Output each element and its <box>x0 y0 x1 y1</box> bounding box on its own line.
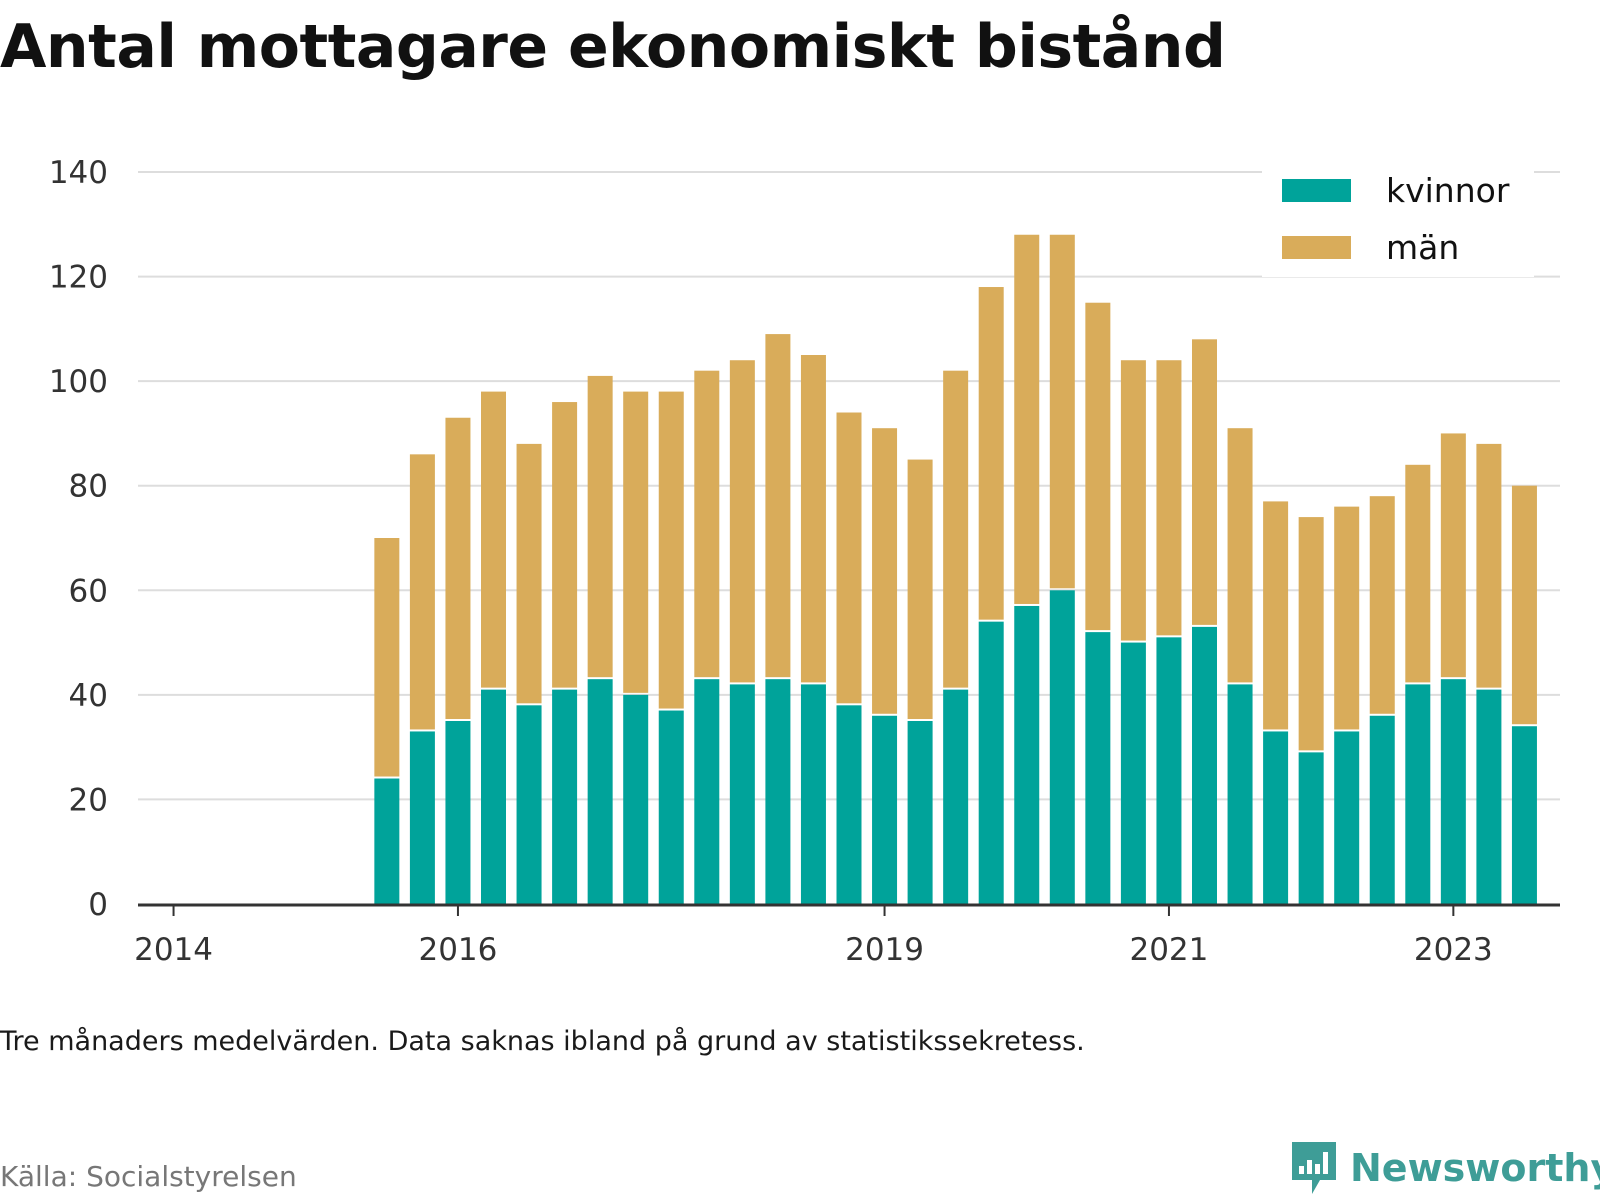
bar-man <box>694 370 720 678</box>
x-axis <box>138 903 1560 916</box>
bar-man <box>1192 339 1217 625</box>
bar-kvinnor <box>800 684 826 904</box>
y-tick-label: 0 <box>88 887 108 923</box>
bar-kvinnor <box>1298 752 1324 904</box>
legend-swatch-man <box>1282 236 1351 259</box>
bar-man <box>729 360 755 683</box>
bar-man <box>1156 360 1182 636</box>
y-tick-label: 60 <box>69 573 108 609</box>
bar-kvinnor <box>1227 684 1253 904</box>
bar-man <box>1120 360 1146 641</box>
bar-kvinnor <box>943 689 969 904</box>
bar-kvinnor <box>374 778 400 904</box>
x-tick-label: 2019 <box>845 932 924 968</box>
bar-man <box>836 412 862 704</box>
bar-man <box>623 391 649 693</box>
bar-man <box>1334 506 1360 730</box>
x-tick-label: 2016 <box>418 932 497 968</box>
bar-kvinnor <box>872 715 898 904</box>
bar-kvinnor <box>1405 684 1431 904</box>
bar-man <box>800 355 826 683</box>
bar-kvinnor <box>552 689 578 904</box>
bar-kvinnor <box>658 710 684 904</box>
bar-man <box>1511 485 1537 725</box>
y-tick-label: 100 <box>49 364 108 400</box>
bar-kvinnor <box>1049 590 1075 904</box>
bar-man <box>516 443 542 704</box>
x-tick-label: 2014 <box>134 932 213 968</box>
bar-man <box>765 334 791 678</box>
y-tick-label: 120 <box>49 260 108 296</box>
bar-man <box>1263 501 1289 730</box>
bar-kvinnor <box>1014 605 1040 904</box>
y-axis-labels: 0 20 40 60 80 100 120 140 <box>49 155 108 923</box>
bar-kvinnor <box>1156 637 1182 904</box>
newsworthy-logo-icon <box>1292 1142 1336 1194</box>
bar-kvinnor <box>1192 626 1217 904</box>
y-tick-label: 20 <box>69 782 108 818</box>
bars <box>374 234 1537 904</box>
bar-man <box>907 459 933 719</box>
bar-kvinnor <box>978 621 1004 904</box>
bar-man <box>1085 302 1111 631</box>
chart-note: Tre månaders medelvärden. Data saknas ib… <box>0 1026 1085 1057</box>
bar-man <box>1298 517 1324 751</box>
y-tick-label: 140 <box>49 155 108 191</box>
bar-kvinnor <box>409 731 435 904</box>
bar-man <box>1405 464 1431 683</box>
source-text: Källa: Socialstyrelsen <box>0 1160 297 1193</box>
legend: kvinnor män <box>1262 163 1534 277</box>
bar-man <box>1440 433 1466 678</box>
bar-man <box>1476 443 1502 688</box>
bar-kvinnor <box>1120 642 1146 904</box>
x-axis-labels: 2014 2016 2019 2021 2023 <box>134 932 1493 968</box>
bar-man <box>552 402 578 688</box>
bar-kvinnor <box>1476 689 1502 904</box>
brand-name: Newsworthy <box>1350 1146 1600 1190</box>
bar-man <box>1369 496 1395 714</box>
bar-kvinnor <box>1511 726 1537 904</box>
bar-kvinnor <box>1369 715 1395 904</box>
bar-man <box>445 417 471 719</box>
bar-man <box>374 538 400 777</box>
bar-kvinnor <box>1334 731 1360 904</box>
bar-man <box>1227 428 1253 683</box>
bar-kvinnor <box>836 705 862 904</box>
bar-man <box>978 287 1004 620</box>
bar-man <box>1014 234 1040 604</box>
chart-title: Antal mottagare ekonomiskt bistånd <box>0 12 1226 82</box>
bar-kvinnor <box>1440 679 1466 904</box>
bar-kvinnor <box>729 684 755 904</box>
bar-man <box>872 428 898 714</box>
legend-label-kvinnor: kvinnor <box>1386 171 1510 210</box>
legend-label-man: män <box>1386 228 1459 267</box>
bar-man <box>658 391 684 709</box>
bar-kvinnor <box>694 679 720 904</box>
y-tick-label: 80 <box>69 469 108 505</box>
x-tick-label: 2023 <box>1414 932 1493 968</box>
bar-kvinnor <box>587 679 613 904</box>
bar-kvinnor <box>445 721 471 904</box>
bar-kvinnor <box>516 705 542 904</box>
bar-kvinnor <box>623 694 649 904</box>
bar-man <box>1049 234 1075 589</box>
legend-swatch-kvinnor <box>1282 179 1351 202</box>
bar-kvinnor <box>481 689 506 904</box>
bar-man <box>409 454 435 730</box>
bar-kvinnor <box>1085 632 1111 904</box>
bar-kvinnor <box>765 679 791 904</box>
bar-kvinnor <box>1263 731 1289 904</box>
bar-man <box>481 391 506 688</box>
newsworthy-logo[interactable]: Newsworthy <box>1290 1140 1600 1196</box>
y-tick-label: 40 <box>69 678 108 714</box>
bar-kvinnor <box>907 721 933 904</box>
x-tick-label: 2021 <box>1129 932 1208 968</box>
bar-man <box>587 375 613 678</box>
bar-man <box>943 370 969 688</box>
